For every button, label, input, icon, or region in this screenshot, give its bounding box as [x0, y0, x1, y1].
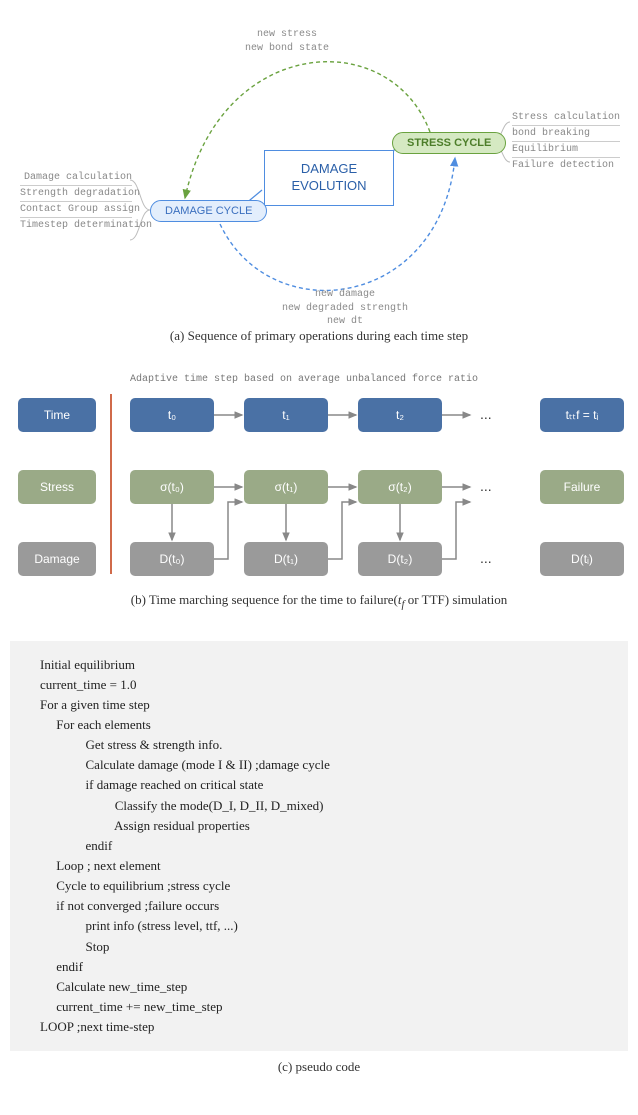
damage-cell: D(tᵢ): [540, 542, 624, 576]
caption-b: (b) Time marching sequence for the time …: [10, 592, 628, 611]
stress-cell: σ(t₂): [358, 470, 442, 504]
caption-a: (a) Sequence of primary operations durin…: [10, 328, 628, 344]
dots: ...: [480, 406, 492, 422]
section-c: Initial equilibrium current_time = 1.0 F…: [10, 641, 628, 1076]
damage-cycle-node: DAMAGE CYCLE: [150, 200, 267, 222]
time-cell: t₀: [130, 398, 214, 432]
row-label-damage: Damage: [18, 542, 96, 576]
divider-line: [110, 394, 112, 574]
stress-cell: σ(t₀): [130, 470, 214, 504]
stress-cell: σ(t₁): [244, 470, 328, 504]
damage-list: Damage calculation Strength degradation …: [20, 170, 132, 233]
time-marching-diagram: Adaptive time step based on average unba…: [10, 374, 628, 584]
section-a: new stressnew bond state new damagenew d…: [10, 10, 628, 344]
time-cell: t₁: [244, 398, 328, 432]
dots: ...: [480, 478, 492, 494]
time-cell: t₂: [358, 398, 442, 432]
top-note: new stressnew bond state: [245, 28, 329, 55]
damage-cell: D(t₁): [244, 542, 328, 576]
failure-cell: Failure: [540, 470, 624, 504]
time-cell: tₜₜf = tᵢ: [540, 398, 624, 432]
bottom-note: new damagenew degraded strengthnew dt: [282, 288, 408, 329]
stress-list: Stress calculation bond breaking Equilib…: [512, 110, 620, 173]
pseudocode-block: Initial equilibrium current_time = 1.0 F…: [10, 641, 628, 1052]
caption-c: (c) pseudo code: [10, 1059, 628, 1075]
tm-note: Adaptive time step based on average unba…: [130, 374, 478, 385]
dots: ...: [480, 550, 492, 566]
damage-cell: D(t₂): [358, 542, 442, 576]
stress-cycle-node: STRESS CYCLE: [392, 132, 506, 154]
damage-cell: D(t₀): [130, 542, 214, 576]
row-label-time: Time: [18, 398, 96, 432]
row-label-stress: Stress: [18, 470, 96, 504]
section-b: Adaptive time step based on average unba…: [10, 374, 628, 611]
cycle-diagram: new stressnew bond state new damagenew d…: [10, 10, 628, 320]
center-box: DAMAGE EVOLUTION: [264, 150, 394, 206]
